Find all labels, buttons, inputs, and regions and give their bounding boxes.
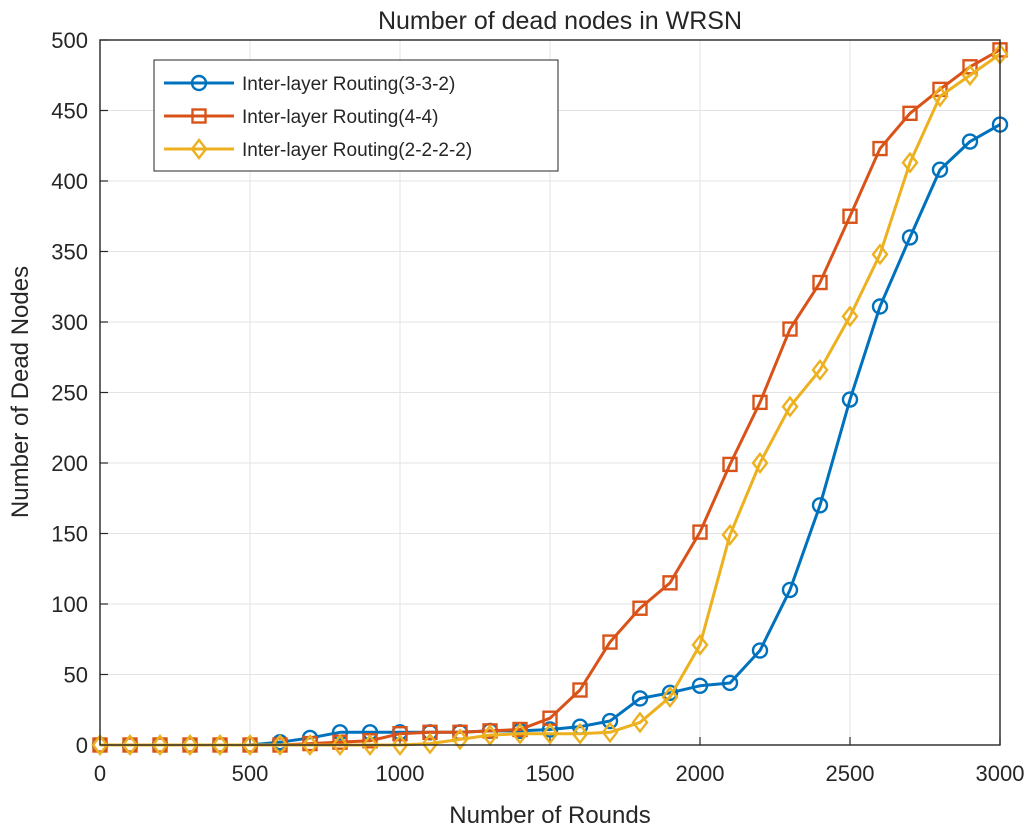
data-point [901, 229, 919, 246]
legend-marker [190, 74, 208, 92]
y-tick-label: 300 [51, 310, 88, 335]
x-tick-label: 2500 [826, 761, 875, 786]
data-point [631, 711, 649, 734]
data-point [271, 734, 289, 756]
data-point [331, 734, 349, 756]
data-point [872, 140, 888, 157]
data-point [241, 734, 259, 756]
data-point [811, 358, 829, 381]
data-point [601, 712, 619, 730]
x-tick-label: 0 [94, 761, 106, 786]
data-point [692, 524, 708, 540]
legend-box [153, 59, 559, 172]
data-point [871, 243, 889, 266]
data-point [572, 682, 588, 698]
legend-label: Inter-layer Routing(3-3-2) [242, 74, 455, 95]
data-point [961, 133, 979, 150]
data-point [752, 394, 768, 411]
y-tick-label: 400 [51, 169, 88, 194]
data-point [722, 456, 738, 473]
data-point [421, 732, 439, 755]
data-point [811, 497, 829, 514]
x-tick-label: 3000 [976, 761, 1025, 786]
data-point [781, 395, 799, 418]
data-point [902, 105, 918, 122]
legend-item: Inter-layer Routing(4-4) [164, 107, 438, 128]
data-point [601, 721, 619, 744]
x-axis-label: Number of Rounds [449, 802, 650, 829]
data-point [871, 298, 889, 315]
x-tick-label: 2000 [676, 761, 725, 786]
legend-label: Inter-layer Routing(2-2-2-2) [242, 140, 472, 161]
legend-item: Inter-layer Routing(3-3-2) [164, 74, 455, 95]
data-point [422, 724, 438, 741]
data-point [812, 274, 828, 291]
x-tick-label: 1500 [526, 761, 575, 786]
axis-ticks: 0 500 1000 1500 2000 2500 3000 0 50 100 150 200 250 3… [51, 28, 1024, 786]
data-point [481, 724, 499, 747]
data-point [151, 734, 169, 756]
data-point [751, 642, 769, 659]
data-point [691, 633, 709, 656]
data-point [691, 677, 709, 694]
data-point [181, 734, 199, 756]
data-point [451, 728, 469, 751]
data-point [661, 684, 679, 702]
data-point [841, 305, 859, 328]
y-tick-label: 200 [51, 451, 88, 476]
data-point [211, 734, 229, 756]
data-point [602, 634, 618, 650]
data-point [751, 452, 769, 474]
data-point [781, 581, 799, 599]
data-point [931, 85, 949, 108]
data-point [91, 734, 109, 756]
y-tick-label: 0 [76, 733, 88, 758]
x-tick-label: 1000 [376, 761, 425, 786]
chart-title: Number of dead nodes in WRSN [378, 7, 742, 35]
legend-label: Inter-layer Routing(4-4) [242, 107, 438, 128]
data-point [511, 722, 529, 745]
y-axis-label: Number of Dead Nodes [7, 266, 34, 518]
data-point [662, 575, 678, 591]
data-point [361, 734, 379, 756]
y-tick-label: 250 [51, 381, 88, 406]
legend-marker [190, 138, 208, 160]
plot-frame [99, 39, 1001, 746]
data-point [842, 208, 858, 224]
data-point [571, 722, 589, 745]
data-point [721, 674, 739, 692]
data-point [901, 151, 919, 174]
data-point [541, 721, 559, 738]
y-tick-label: 350 [51, 240, 88, 265]
data-point [301, 734, 319, 756]
data-point [782, 321, 798, 337]
y-tick-label: 450 [51, 99, 88, 124]
data-point [931, 161, 949, 178]
y-tick-label: 150 [51, 522, 88, 547]
data-point [631, 690, 649, 707]
data-point [632, 600, 648, 616]
y-tick-label: 500 [51, 28, 88, 53]
data-point [962, 59, 978, 75]
data-point [841, 391, 859, 408]
data-point [541, 722, 559, 745]
data-point [121, 734, 139, 756]
data-point [331, 724, 349, 741]
legend: Inter-layer Routing(3-3-2) Inter-layer Ro… [153, 59, 559, 172]
data-point [392, 726, 408, 742]
data-point [391, 734, 409, 756]
legend-marker [191, 108, 207, 124]
data-point [721, 523, 739, 546]
x-tick-label: 500 [232, 761, 269, 786]
y-tick-label: 50 [64, 663, 88, 688]
data-point [661, 686, 679, 709]
y-tick-label: 100 [51, 592, 88, 617]
data-point [961, 64, 979, 87]
legend-item: Inter-layer Routing(2-2-2-2) [164, 138, 472, 161]
